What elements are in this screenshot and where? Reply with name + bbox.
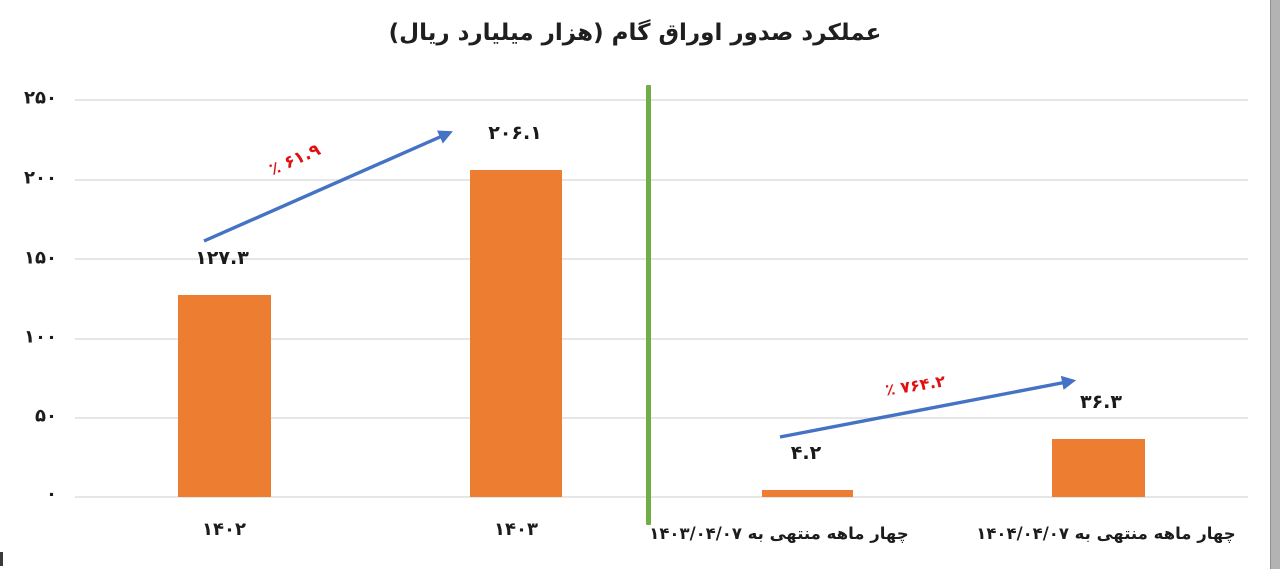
gridline-50 <box>75 417 1248 419</box>
value-label-1403: ۲۰۶.۱ <box>488 122 542 144</box>
chart-title: عملکرد صدور اوراق گام (هزار میلیارد ریال… <box>388 20 882 46</box>
y-axis-tick-label: ۲۰۰ <box>24 167 57 189</box>
growth-percent-label-1: ٪ ۶۱.۹ <box>266 139 324 181</box>
x-axis-label-4month-1403: چهار ماهه منتهی به ۱۴۰۳/۰۴/۰۷ <box>649 524 909 543</box>
gridline-100 <box>75 338 1248 340</box>
y-axis-tick-label: ۱۰۰ <box>24 326 57 348</box>
value-label-4month-1403: ۴.۲ <box>790 442 822 464</box>
bar-4month-1404 <box>1052 439 1145 497</box>
y-axis-tick-label: ۱۵۰ <box>24 247 57 269</box>
y-axis-tick-label: ۵۰ <box>35 405 57 427</box>
x-axis-label-1403: ۱۴۰۳ <box>494 519 538 540</box>
value-label-1402: ۱۲۷.۳ <box>195 247 249 269</box>
y-axis-tick-label: ۲۵۰ <box>24 87 57 109</box>
gridline-150 <box>75 258 1248 260</box>
bar-1403 <box>470 170 562 497</box>
growth-percent-label-2: ٪ ۷۶۴.۲ <box>883 371 947 400</box>
gridline-200 <box>75 179 1248 181</box>
x-axis-label-4month-1404: چهار ماهه منتهی به ۱۴۰۴/۰۴/۰۷ <box>976 524 1236 543</box>
gridline-250 <box>75 99 1248 101</box>
edge-artifact <box>0 552 3 566</box>
group-separator-line <box>646 85 651 525</box>
x-axis-label-1402: ۱۴۰۲ <box>202 519 246 540</box>
value-label-4month-1404: ۳۶.۳ <box>1079 391 1123 413</box>
bar-4month-1403 <box>762 490 853 497</box>
y-axis-tick-label: ۰ <box>46 483 57 505</box>
growth-arrow-1402-to-1403 <box>203 130 453 243</box>
window-edge-strip <box>1270 0 1280 569</box>
bar-1402 <box>178 295 271 497</box>
gridline-0-baseline <box>75 496 1248 498</box>
